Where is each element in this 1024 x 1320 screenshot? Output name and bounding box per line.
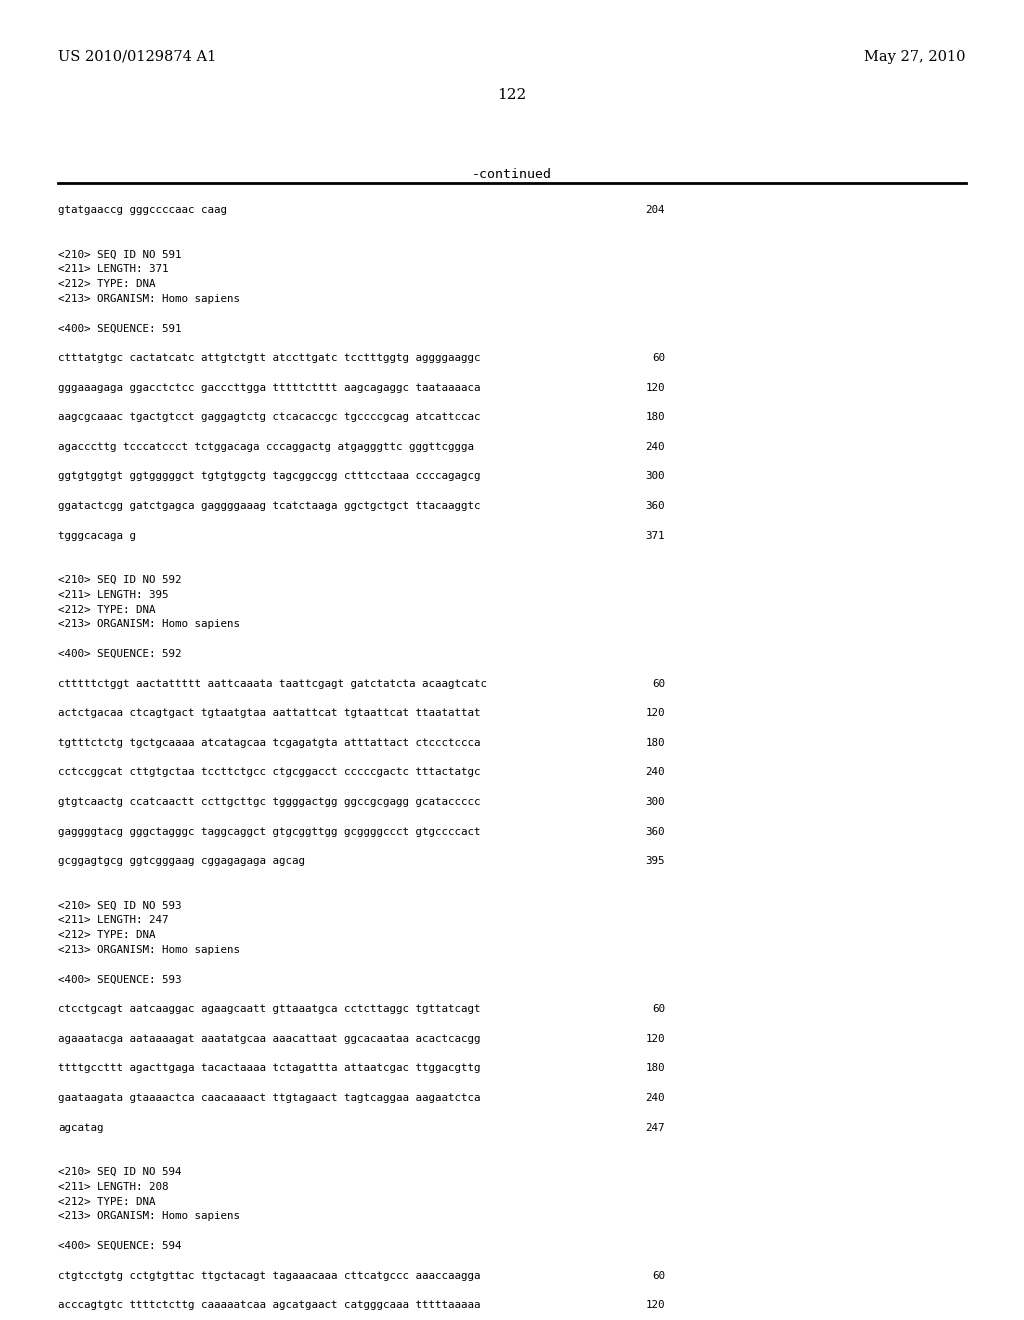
Text: agcatag: agcatag — [58, 1122, 103, 1133]
Text: <212> TYPE: DNA: <212> TYPE: DNA — [58, 1197, 156, 1206]
Text: 60: 60 — [652, 1005, 665, 1014]
Text: 300: 300 — [645, 797, 665, 807]
Text: <213> ORGANISM: Homo sapiens: <213> ORGANISM: Homo sapiens — [58, 294, 240, 304]
Text: ctttttctggt aactattttt aattcaaata taattcgagt gatctatcta acaagtcatc: ctttttctggt aactattttt aattcaaata taattc… — [58, 678, 487, 689]
Text: gggaaagaga ggacctctcc gacccttgga tttttctttt aagcagaggc taataaaaca: gggaaagaga ggacctctcc gacccttgga tttttct… — [58, 383, 480, 392]
Text: 180: 180 — [645, 1064, 665, 1073]
Text: 360: 360 — [645, 502, 665, 511]
Text: <213> ORGANISM: Homo sapiens: <213> ORGANISM: Homo sapiens — [58, 1212, 240, 1221]
Text: gaggggtacg gggctagggc taggcaggct gtgcggttgg gcggggccct gtgccccact: gaggggtacg gggctagggc taggcaggct gtgcggt… — [58, 826, 480, 837]
Text: 371: 371 — [645, 531, 665, 541]
Text: US 2010/0129874 A1: US 2010/0129874 A1 — [58, 50, 216, 63]
Text: <213> ORGANISM: Homo sapiens: <213> ORGANISM: Homo sapiens — [58, 945, 240, 954]
Text: actctgacaa ctcagtgact tgtaatgtaa aattattcat tgtaattcat ttaatattat: actctgacaa ctcagtgact tgtaatgtaa aattatt… — [58, 709, 480, 718]
Text: <210> SEQ ID NO 593: <210> SEQ ID NO 593 — [58, 900, 181, 911]
Text: 122: 122 — [498, 88, 526, 102]
Text: 240: 240 — [645, 442, 665, 451]
Text: 395: 395 — [645, 857, 665, 866]
Text: ggatactcgg gatctgagca gaggggaaag tcatctaaga ggctgctgct ttacaaggtc: ggatactcgg gatctgagca gaggggaaag tcatcta… — [58, 502, 480, 511]
Text: ctcctgcagt aatcaaggac agaagcaatt gttaaatgca cctcttaggc tgttatcagt: ctcctgcagt aatcaaggac agaagcaatt gttaaat… — [58, 1005, 480, 1014]
Text: <211> LENGTH: 208: <211> LENGTH: 208 — [58, 1181, 169, 1192]
Text: gtgtcaactg ccatcaactt ccttgcttgc tggggactgg ggccgcgagg gcataccccc: gtgtcaactg ccatcaactt ccttgcttgc tggggac… — [58, 797, 480, 807]
Text: <400> SEQUENCE: 591: <400> SEQUENCE: 591 — [58, 323, 181, 334]
Text: 360: 360 — [645, 826, 665, 837]
Text: cctccggcat cttgtgctaa tccttctgcc ctgcggacct cccccgactc tttactatgc: cctccggcat cttgtgctaa tccttctgcc ctgcgga… — [58, 767, 480, 777]
Text: <211> LENGTH: 371: <211> LENGTH: 371 — [58, 264, 169, 275]
Text: ggtgtggtgt ggtgggggct tgtgtggctg tagcggccgg ctttcctaaa ccccagagcg: ggtgtggtgt ggtgggggct tgtgtggctg tagcggc… — [58, 471, 480, 482]
Text: <400> SEQUENCE: 593: <400> SEQUENCE: 593 — [58, 974, 181, 985]
Text: aagcgcaaac tgactgtcct gaggagtctg ctcacaccgc tgccccgcag atcattccac: aagcgcaaac tgactgtcct gaggagtctg ctcacac… — [58, 412, 480, 422]
Text: acccagtgtc ttttctcttg caaaaatcaa agcatgaact catgggcaaa tttttaaaaa: acccagtgtc ttttctcttg caaaaatcaa agcatga… — [58, 1300, 480, 1311]
Text: ctttatgtgc cactatcatc attgtctgtt atccttgatc tcctttggtg aggggaaggc: ctttatgtgc cactatcatc attgtctgtt atccttg… — [58, 352, 480, 363]
Text: 180: 180 — [645, 412, 665, 422]
Text: 60: 60 — [652, 1271, 665, 1280]
Text: agacccttg tcccatccct tctggacaga cccaggactg atgagggttc gggttcggga: agacccttg tcccatccct tctggacaga cccaggac… — [58, 442, 474, 451]
Text: May 27, 2010: May 27, 2010 — [864, 50, 966, 63]
Text: tgtttctctg tgctgcaaaa atcatagcaa tcgagatgta atttattact ctccctccca: tgtttctctg tgctgcaaaa atcatagcaa tcgagat… — [58, 738, 480, 748]
Text: 240: 240 — [645, 1093, 665, 1104]
Text: ttttgccttt agacttgaga tacactaaaa tctagattta attaatcgac ttggacgttg: ttttgccttt agacttgaga tacactaaaa tctagat… — [58, 1064, 480, 1073]
Text: 300: 300 — [645, 471, 665, 482]
Text: <212> TYPE: DNA: <212> TYPE: DNA — [58, 279, 156, 289]
Text: 120: 120 — [645, 1034, 665, 1044]
Text: <213> ORGANISM: Homo sapiens: <213> ORGANISM: Homo sapiens — [58, 619, 240, 630]
Text: tgggcacaga g: tgggcacaga g — [58, 531, 136, 541]
Text: agaaatacga aataaaagat aaatatgcaa aaacattaat ggcacaataa acactcacgg: agaaatacga aataaaagat aaatatgcaa aaacatt… — [58, 1034, 480, 1044]
Text: gcggagtgcg ggtcgggaag cggagagaga agcag: gcggagtgcg ggtcgggaag cggagagaga agcag — [58, 857, 305, 866]
Text: <210> SEQ ID NO 594: <210> SEQ ID NO 594 — [58, 1167, 181, 1177]
Text: 247: 247 — [645, 1122, 665, 1133]
Text: 120: 120 — [645, 709, 665, 718]
Text: -continued: -continued — [472, 168, 552, 181]
Text: 120: 120 — [645, 1300, 665, 1311]
Text: 60: 60 — [652, 352, 665, 363]
Text: <210> SEQ ID NO 592: <210> SEQ ID NO 592 — [58, 576, 181, 585]
Text: 240: 240 — [645, 767, 665, 777]
Text: <211> LENGTH: 395: <211> LENGTH: 395 — [58, 590, 169, 599]
Text: 60: 60 — [652, 678, 665, 689]
Text: <212> TYPE: DNA: <212> TYPE: DNA — [58, 605, 156, 615]
Text: 204: 204 — [645, 205, 665, 215]
Text: gaataagata gtaaaactca caacaaaact ttgtagaact tagtcaggaa aagaatctca: gaataagata gtaaaactca caacaaaact ttgtaga… — [58, 1093, 480, 1104]
Text: ctgtcctgtg cctgtgttac ttgctacagt tagaaacaaa cttcatgccc aaaccaagga: ctgtcctgtg cctgtgttac ttgctacagt tagaaac… — [58, 1271, 480, 1280]
Text: gtatgaaccg gggccccaac caag: gtatgaaccg gggccccaac caag — [58, 205, 227, 215]
Text: 180: 180 — [645, 738, 665, 748]
Text: <211> LENGTH: 247: <211> LENGTH: 247 — [58, 915, 169, 925]
Text: <400> SEQUENCE: 592: <400> SEQUENCE: 592 — [58, 649, 181, 659]
Text: <400> SEQUENCE: 594: <400> SEQUENCE: 594 — [58, 1241, 181, 1251]
Text: 120: 120 — [645, 383, 665, 392]
Text: <210> SEQ ID NO 591: <210> SEQ ID NO 591 — [58, 249, 181, 260]
Text: <212> TYPE: DNA: <212> TYPE: DNA — [58, 931, 156, 940]
